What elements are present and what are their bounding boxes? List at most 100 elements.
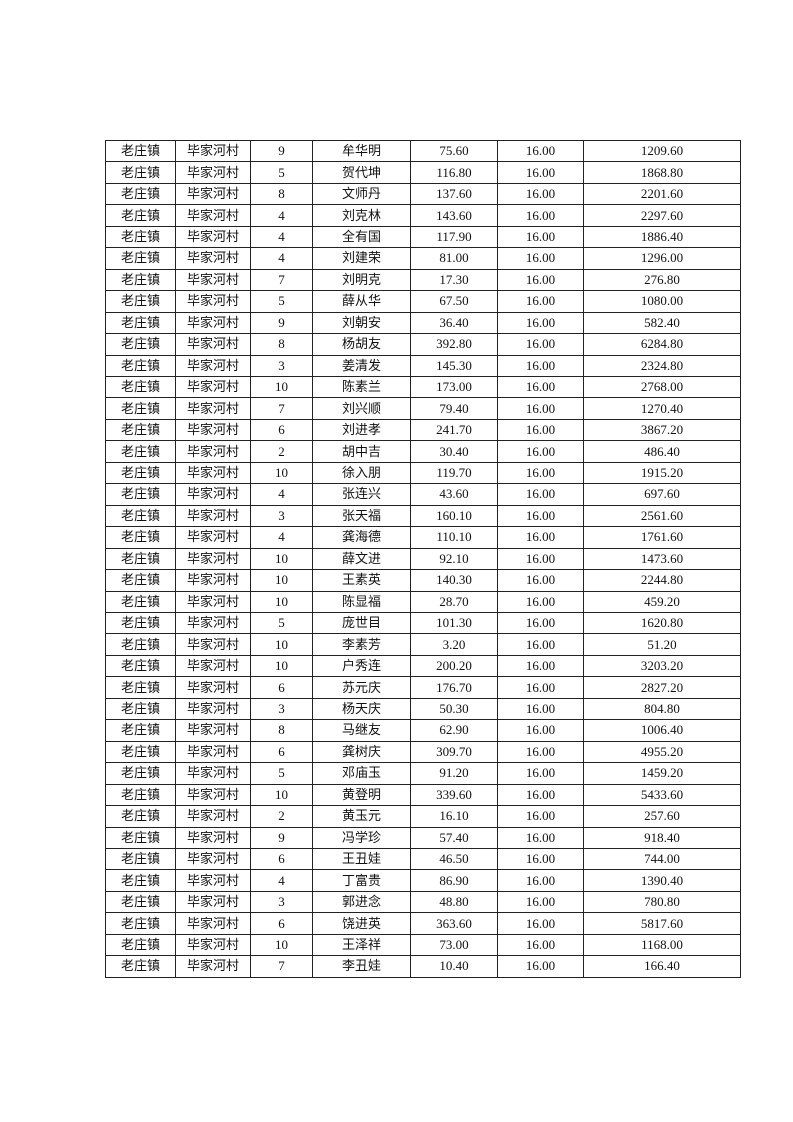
rate-cell: 16.00 — [497, 139, 584, 163]
rate-cell: 16.00 — [497, 783, 584, 807]
area-cell: 339.60 — [410, 783, 498, 807]
table-row: 老庄镇 毕家河村 10 王素英 140.30 16.00 2244.80 — [105, 569, 741, 592]
amount-cell: 780.80 — [583, 890, 741, 914]
town-cell: 老庄镇 — [105, 654, 176, 678]
group-cell: 3 — [250, 697, 313, 721]
group-cell: 10 — [250, 547, 313, 571]
name-cell: 文师丹 — [312, 182, 411, 206]
rate-cell: 16.00 — [497, 182, 584, 206]
village-cell: 毕家河村 — [175, 805, 251, 828]
area-cell: 16.10 — [410, 805, 498, 828]
amount-cell: 1473.60 — [583, 547, 741, 571]
rate-cell: 16.00 — [497, 418, 584, 442]
table-row: 老庄镇 毕家河村 6 龚树庆 309.70 16.00 4955.20 — [105, 740, 741, 764]
area-cell: 62.90 — [410, 719, 498, 742]
name-cell: 刘兴顺 — [312, 397, 411, 420]
name-cell: 李素芳 — [312, 633, 411, 656]
amount-cell: 276.80 — [583, 268, 741, 292]
group-cell: 10 — [250, 633, 313, 656]
group-cell: 4 — [250, 225, 313, 249]
town-cell: 老庄镇 — [105, 418, 176, 442]
village-cell: 毕家河村 — [175, 590, 251, 613]
amount-cell: 166.40 — [583, 955, 741, 978]
village-cell: 毕家河村 — [175, 826, 251, 849]
village-cell: 毕家河村 — [175, 783, 251, 807]
village-cell: 毕家河村 — [175, 869, 251, 892]
group-cell: 5 — [250, 290, 313, 313]
town-cell: 老庄镇 — [105, 182, 176, 206]
village-cell: 毕家河村 — [175, 204, 251, 227]
name-cell: 马继友 — [312, 719, 411, 742]
village-cell: 毕家河村 — [175, 333, 251, 356]
area-cell: 119.70 — [410, 461, 498, 485]
area-cell: 30.40 — [410, 440, 498, 463]
name-cell: 龚海德 — [312, 526, 411, 549]
name-cell: 冯学珍 — [312, 826, 411, 849]
name-cell: 户秀连 — [312, 654, 411, 678]
village-cell: 毕家河村 — [175, 697, 251, 721]
rate-cell: 16.00 — [497, 611, 584, 635]
rate-cell: 16.00 — [497, 740, 584, 764]
town-cell: 老庄镇 — [105, 869, 176, 892]
table-row: 老庄镇 毕家河村 8 马继友 62.90 16.00 1006.40 — [105, 719, 741, 742]
group-cell: 5 — [250, 611, 313, 635]
table-row: 老庄镇 毕家河村 5 薛从华 67.50 16.00 1080.00 — [105, 290, 741, 313]
town-cell: 老庄镇 — [105, 826, 176, 849]
area-cell: 92.10 — [410, 547, 498, 571]
amount-cell: 1868.80 — [583, 161, 741, 184]
amount-cell: 6284.80 — [583, 333, 741, 356]
amount-cell: 1761.60 — [583, 526, 741, 549]
area-cell: 57.40 — [410, 826, 498, 849]
area-cell: 79.40 — [410, 397, 498, 420]
rate-cell: 16.00 — [497, 590, 584, 613]
rate-cell: 16.00 — [497, 912, 584, 935]
group-cell: 9 — [250, 826, 313, 849]
rate-cell: 16.00 — [497, 805, 584, 828]
area-cell: 241.70 — [410, 418, 498, 442]
name-cell: 李丑娃 — [312, 955, 411, 978]
village-cell: 毕家河村 — [175, 418, 251, 442]
name-cell: 刘建荣 — [312, 247, 411, 270]
name-cell: 王丑娃 — [312, 847, 411, 871]
table-row: 老庄镇 毕家河村 4 张连兴 43.60 16.00 697.60 — [105, 483, 741, 506]
group-cell: 10 — [250, 375, 313, 399]
rate-cell: 16.00 — [497, 933, 584, 957]
amount-cell: 804.80 — [583, 697, 741, 721]
village-cell: 毕家河村 — [175, 762, 251, 785]
name-cell: 杨天庆 — [312, 697, 411, 721]
town-cell: 老庄镇 — [105, 504, 176, 528]
area-cell: 28.70 — [410, 590, 498, 613]
amount-cell: 1168.00 — [583, 933, 741, 957]
village-cell: 毕家河村 — [175, 547, 251, 571]
town-cell: 老庄镇 — [105, 912, 176, 935]
town-cell: 老庄镇 — [105, 526, 176, 549]
area-cell: 363.60 — [410, 912, 498, 935]
table-body: 老庄镇 毕家河村 9 牟华明 75.60 16.00 1209.60 老庄镇 毕家河村 5 贺代坤 1… — [105, 139, 741, 978]
village-cell: 毕家河村 — [175, 676, 251, 699]
village-cell: 毕家河村 — [175, 611, 251, 635]
table-row: 老庄镇 毕家河村 10 薛文进 92.10 16.00 1473.60 — [105, 547, 741, 571]
name-cell: 姜清发 — [312, 354, 411, 377]
rate-cell: 16.00 — [497, 268, 584, 292]
village-cell: 毕家河村 — [175, 354, 251, 377]
table-row: 老庄镇 毕家河村 4 刘克林 143.60 16.00 2297.60 — [105, 204, 741, 227]
table-row: 老庄镇 毕家河村 8 杨胡友 392.80 16.00 6284.80 — [105, 333, 741, 356]
amount-cell: 1390.40 — [583, 869, 741, 892]
town-cell: 老庄镇 — [105, 611, 176, 635]
group-cell: 4 — [250, 526, 313, 549]
rate-cell: 16.00 — [497, 826, 584, 849]
area-cell: 117.90 — [410, 225, 498, 249]
village-cell: 毕家河村 — [175, 740, 251, 764]
town-cell: 老庄镇 — [105, 933, 176, 957]
town-cell: 老庄镇 — [105, 333, 176, 356]
group-cell: 9 — [250, 139, 313, 163]
area-cell: 73.00 — [410, 933, 498, 957]
group-cell: 5 — [250, 161, 313, 184]
table-row: 老庄镇 毕家河村 3 杨天庆 50.30 16.00 804.80 — [105, 697, 741, 721]
town-cell: 老庄镇 — [105, 590, 176, 613]
area-cell: 75.60 — [410, 139, 498, 163]
town-cell: 老庄镇 — [105, 247, 176, 270]
name-cell: 黄登明 — [312, 783, 411, 807]
town-cell: 老庄镇 — [105, 268, 176, 292]
area-cell: 392.80 — [410, 333, 498, 356]
